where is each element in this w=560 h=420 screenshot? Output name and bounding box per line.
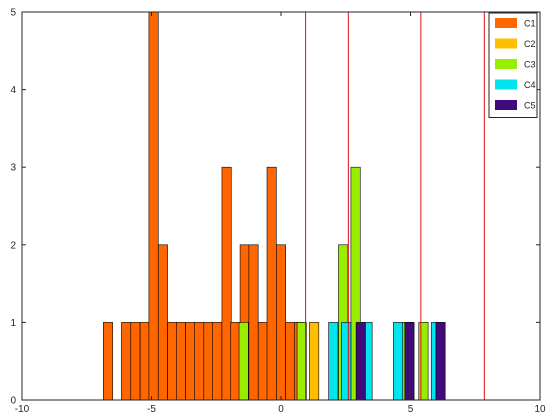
bar-c1-10 [203,322,214,401]
bar-c1-2 [130,322,141,401]
x-tick-label: -5 [147,404,156,415]
legend-swatch-c1 [495,18,517,28]
bar-c1-11 [212,322,223,401]
x-tick-label: 0 [278,404,284,415]
bar-c4-1 [341,322,352,401]
legend-label-c3: C3 [524,60,536,70]
y-tick-label: 5 [10,8,16,19]
bar-c4-0 [328,322,339,401]
legend-label-c4: C4 [524,80,536,90]
y-tick-label: 0 [10,396,16,407]
x-tick-label: 5 [408,404,414,415]
bar-c5-0 [355,322,366,401]
bar-c2-0 [309,322,320,401]
legend-swatch-c3 [495,59,517,69]
bar-c1-8 [185,322,196,401]
bar-c3-5 [418,322,429,401]
x-tick-label: 10 [534,404,546,415]
bar-c1-3 [139,322,150,401]
bar-c1-17 [266,166,277,401]
reference-lines [305,12,485,400]
x-axis: -10 -5 0 5 10 [15,12,546,415]
bar-c3-0 [238,322,249,401]
bar-c1-15 [248,244,259,401]
bar-c1-1 [121,322,132,401]
bar-c1-7 [176,322,186,401]
bar-c4-3 [393,322,404,401]
y-axis: 0 1 2 3 4 5 [10,8,540,407]
y-tick-label: 3 [10,163,16,174]
bar-c1-0 [103,322,113,401]
bar-c1-16 [257,322,268,401]
y-tick-label: 4 [10,85,16,96]
bar-c1-6 [167,322,178,401]
legend-swatch-c2 [495,38,517,49]
y-tick-label: 2 [10,240,16,251]
bar-c1-9 [194,322,205,401]
legend-label-c5: C5 [524,101,536,111]
legend-label-c1: C1 [524,19,536,29]
y-tick-label: 1 [10,318,16,329]
bar-c1-13 [230,322,241,401]
bar-c1-12 [221,166,232,401]
bar-c5-1 [404,322,415,401]
bar-c1-4 [148,11,159,401]
legend-swatch-c4 [495,79,517,90]
legend-swatch-c5 [495,100,517,110]
bar-c5-2 [435,322,446,401]
legend: C1 C2 C3 C4 C5 [488,12,538,118]
legend-label-c2: C2 [524,39,536,49]
bar-c3-1 [296,322,307,401]
bar-c1-18 [276,244,286,401]
bar-c1-5 [157,244,168,401]
x-tick-label: -10 [15,404,30,415]
bar-c1-19 [285,322,296,401]
